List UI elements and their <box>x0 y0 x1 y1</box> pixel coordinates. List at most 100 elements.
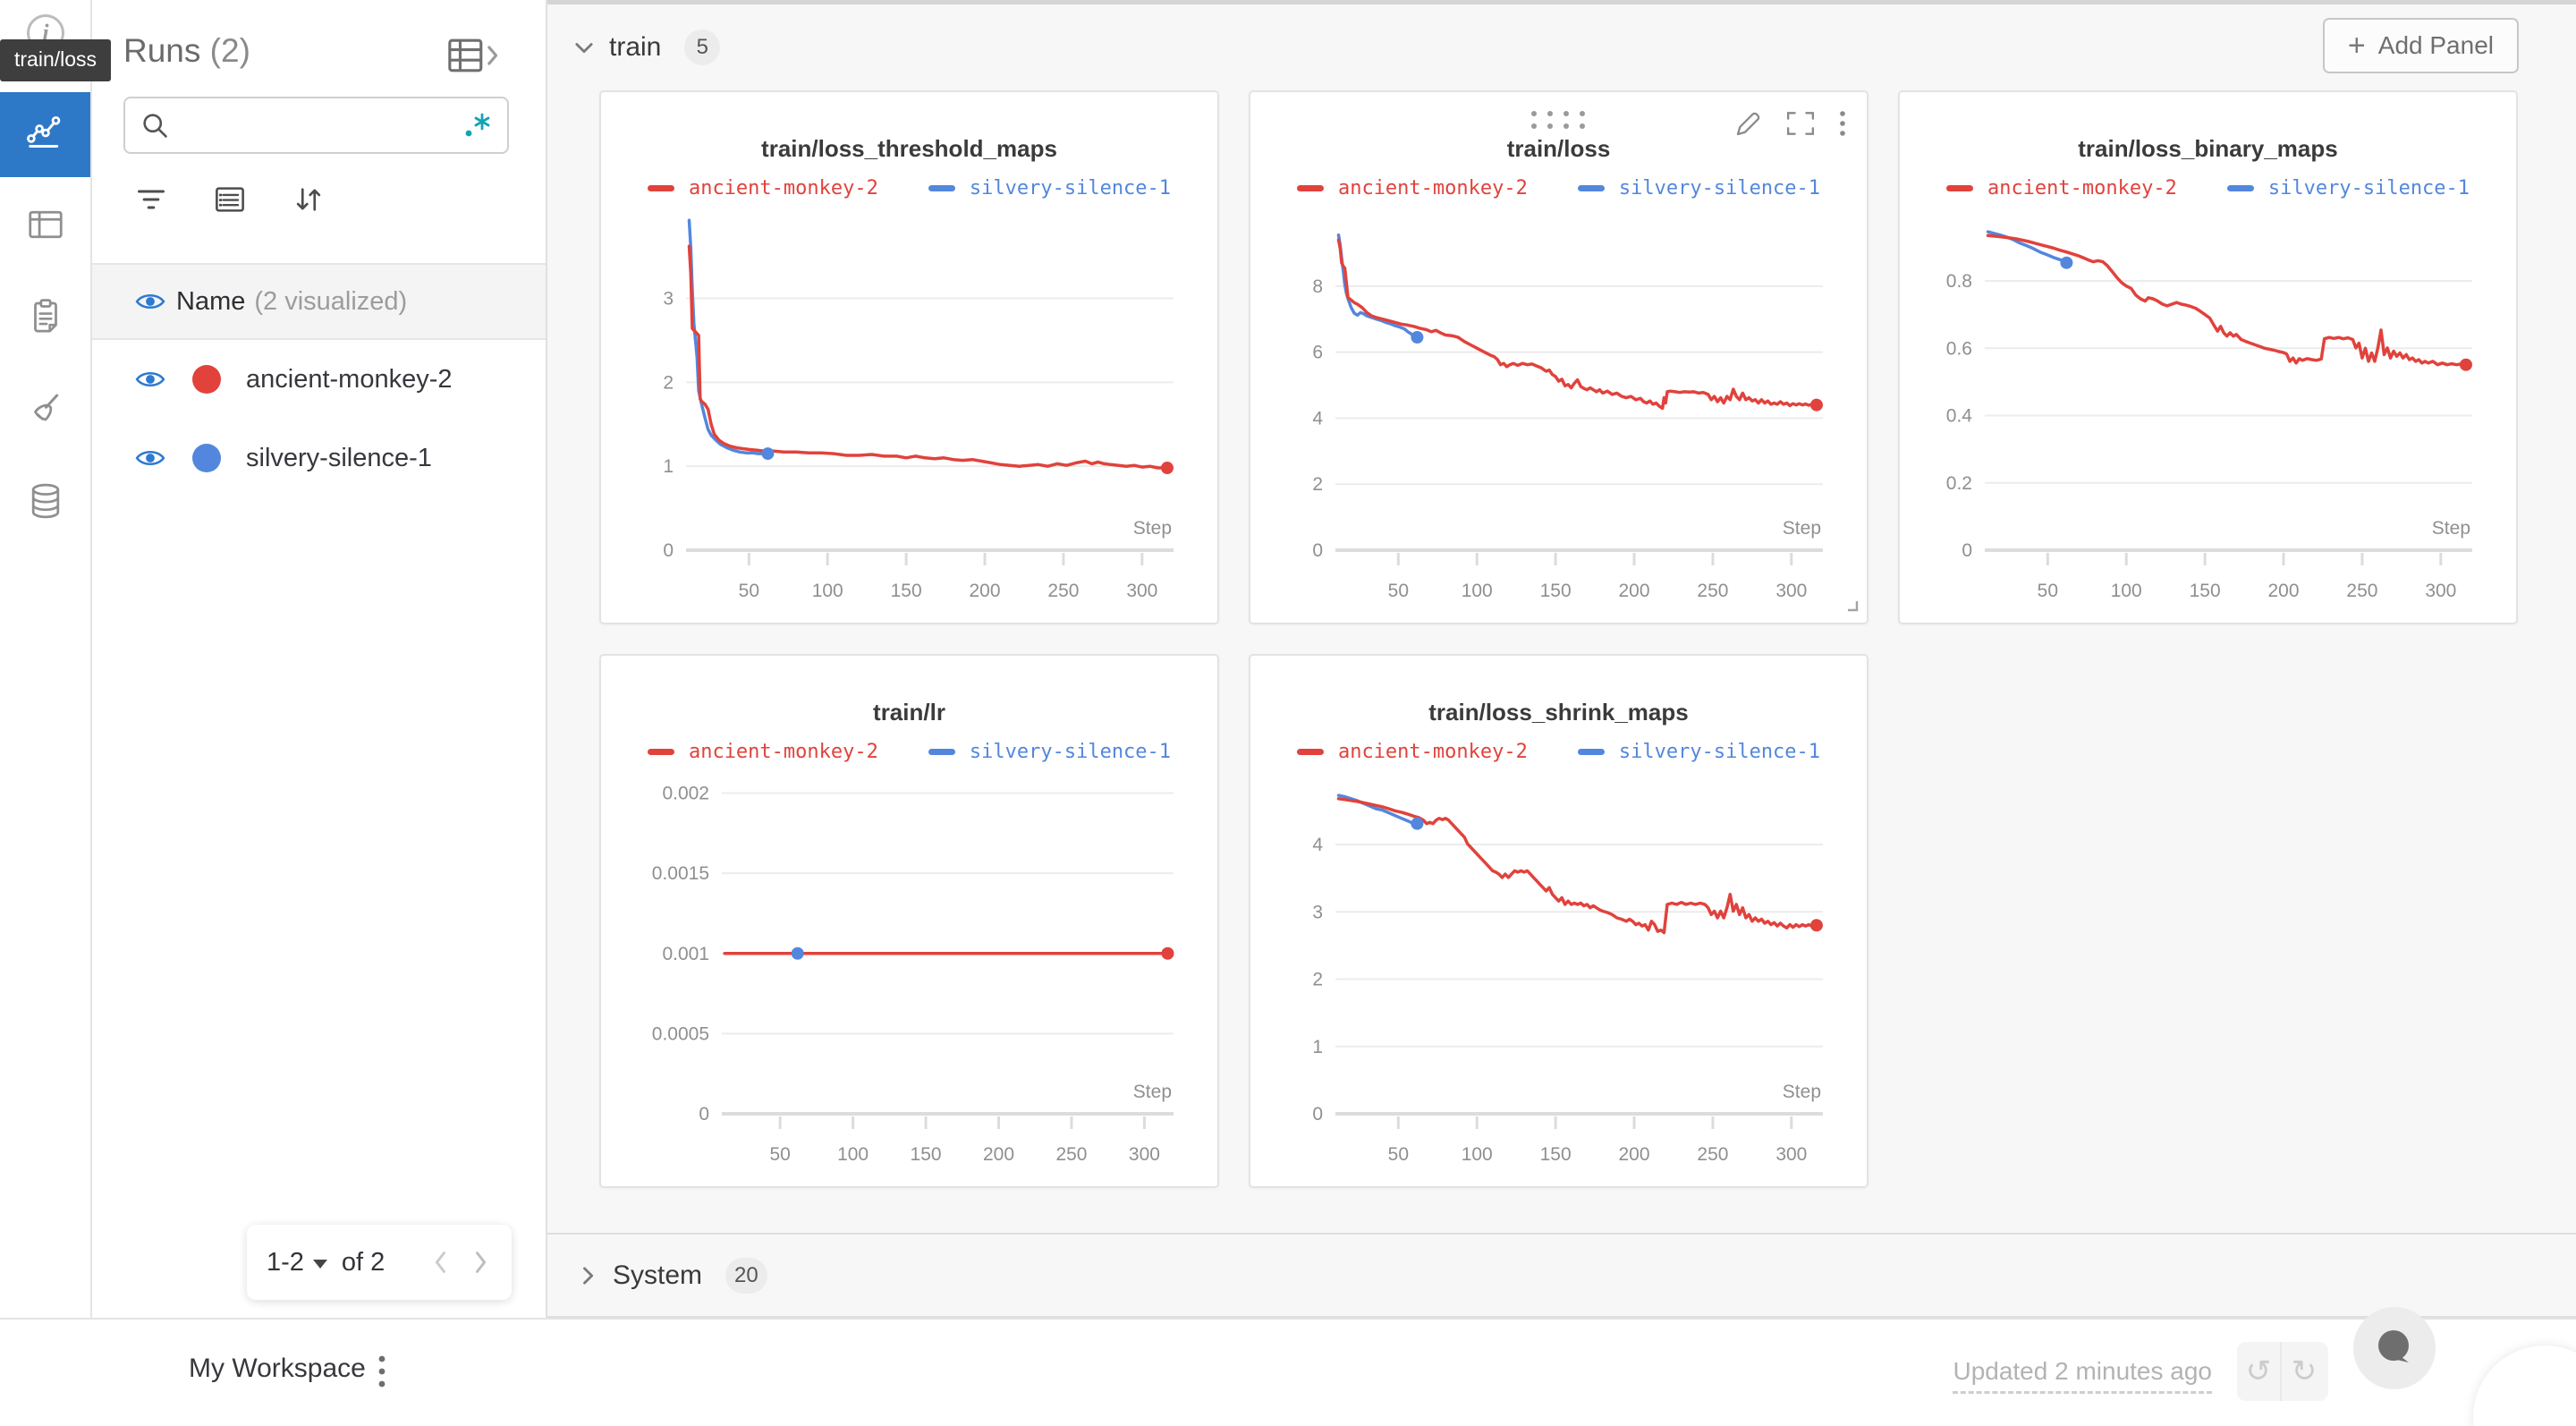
panel-title: train/loss <box>1506 135 1611 162</box>
panel-legend: ancient-monkey-2 silvery-silence-1 <box>1250 741 1867 763</box>
svg-text:250: 250 <box>1697 1144 1728 1165</box>
panel-train-loss-threshold-maps[interactable]: train/loss_threshold_maps ancient-monkey-… <box>599 90 1219 624</box>
svg-text:0: 0 <box>1312 1104 1323 1125</box>
svg-text:2: 2 <box>1312 970 1323 990</box>
legend-run-name: silvery-silence-1 <box>969 741 1172 763</box>
panel-train-loss-shrink-maps[interactable]: train/loss_shrink_maps ancient-monkey-2 si… <box>1249 654 1868 1188</box>
page-range-dropdown[interactable]: 1-2 <box>267 1247 304 1277</box>
footer-bar: My Workspace Updated 2 minutes ago ↺ ↻ <box>0 1307 2576 1426</box>
svg-text:0.0015: 0.0015 <box>652 863 709 884</box>
run-search-input[interactable] <box>181 98 459 152</box>
nav-item-artifacts[interactable] <box>0 461 90 546</box>
run-name-label[interactable]: ancient-monkey-2 <box>246 364 453 394</box>
panel-legend: ancient-monkey-2 silvery-silence-1 <box>601 741 1217 763</box>
panel-legend: ancient-monkey-2 silvery-silence-1 <box>1900 177 2516 199</box>
svg-text:0: 0 <box>1312 540 1323 561</box>
svg-text:250: 250 <box>2346 581 2377 601</box>
add-panel-button[interactable]: + Add Panel <box>2322 18 2519 73</box>
updated-timestamp[interactable]: Updated 2 minutes ago <box>1953 1357 2212 1394</box>
workspace-menu-kebab-icon[interactable] <box>376 1350 388 1397</box>
panel-train-loss[interactable]: train/loss ancient-monkey-2 silvery-silenc… <box>1249 90 1868 624</box>
redo-button[interactable]: ↻ <box>2291 1354 2318 1388</box>
legend-run-name: ancient-monkey-2 <box>1987 177 2177 199</box>
svg-text:50: 50 <box>1388 581 1409 601</box>
runs-sidebar: Runs (2) <box>92 0 547 1318</box>
run-color-dot[interactable] <box>192 444 221 472</box>
run-row-ancient-monkey-2[interactable]: ancient-monkey-2 <box>92 340 546 419</box>
svg-text:100: 100 <box>1462 1144 1493 1165</box>
svg-text:1: 1 <box>1312 1037 1323 1057</box>
svg-text:150: 150 <box>1540 581 1572 601</box>
svg-text:150: 150 <box>891 581 922 601</box>
svg-text:300: 300 <box>1126 581 1157 601</box>
legend-item: ancient-monkey-2 <box>1296 177 1528 199</box>
svg-text:300: 300 <box>1775 1144 1807 1165</box>
chevron-right-icon[interactable] <box>575 1263 600 1288</box>
svg-text:150: 150 <box>911 1144 942 1165</box>
panel-train-lr[interactable]: train/lr ancient-monkey-2 silvery-silence-… <box>599 654 1219 1188</box>
workspace-title[interactable]: My Workspace <box>189 1354 366 1383</box>
nav-item-logs[interactable] <box>0 276 90 361</box>
run-name-label[interactable]: silvery-silence-1 <box>246 443 432 472</box>
panel-title: train/loss_binary_maps <box>2078 135 2338 162</box>
svg-text:50: 50 <box>1388 1144 1409 1165</box>
plus-icon: + <box>2347 28 2366 63</box>
main-content: train 5 + Add Panel train/loss_threshold… <box>547 0 2576 1318</box>
train-section-header: train 5 + Add Panel <box>547 4 2576 90</box>
fullscreen-icon[interactable] <box>1786 110 1815 141</box>
legend-item: silvery-silence-1 <box>1577 741 1820 763</box>
filter-icon[interactable] <box>135 183 167 216</box>
group-list-icon[interactable] <box>214 183 246 216</box>
system-section-header[interactable]: System 20 <box>547 1233 2576 1318</box>
legend-run-name: ancient-monkey-2 <box>1337 741 1528 763</box>
nav-item-sweeps[interactable] <box>0 369 90 454</box>
nav-item-workspace-charts[interactable] <box>0 92 90 177</box>
svg-text:2: 2 <box>1312 474 1323 495</box>
legend-dash-icon <box>1296 185 1324 191</box>
svg-text:3: 3 <box>663 289 674 310</box>
train-loss-binary-maps-chart[interactable]: 0 0.2 0.4 0.6 0.8 50 100 150 200 250 300 Step <box>1900 199 2516 620</box>
panel-train-loss-binary-maps[interactable]: train/loss_binary_maps ancient-monkey-2 si… <box>1898 90 2518 624</box>
train-lr-chart[interactable]: 0 0.0005 0.001 0.0015 0.002 50 100 150 200 250 300… <box>601 763 1217 1184</box>
panel-title: train/loss_shrink_maps <box>1428 699 1689 726</box>
run-visibility-eye-icon[interactable] <box>135 368 165 391</box>
chat-support-button[interactable] <box>2353 1307 2436 1389</box>
svg-text:100: 100 <box>1462 581 1493 601</box>
chevron-down-icon[interactable] <box>572 35 597 60</box>
run-search-box <box>123 97 509 154</box>
edit-panel-pencil-icon[interactable] <box>1734 109 1763 142</box>
svg-text:50: 50 <box>2038 581 2058 601</box>
nav-item-tables[interactable] <box>0 184 90 269</box>
undo-button[interactable]: ↺ <box>2237 1342 2282 1401</box>
run-color-dot[interactable] <box>192 365 221 394</box>
svg-text:3: 3 <box>1312 902 1323 922</box>
prev-page-button[interactable] <box>429 1249 453 1276</box>
train-loss-threshold-maps-chart[interactable]: 0 1 2 3 50 100 150 200 250 300 Step <box>601 199 1217 620</box>
chevron-down-icon[interactable] <box>312 1260 327 1269</box>
svg-text:4: 4 <box>1312 835 1323 855</box>
toggle-all-visibility-eye-icon[interactable] <box>135 290 165 313</box>
section-title[interactable]: train <box>609 32 662 62</box>
train-loss-chart[interactable]: 0 2 4 6 8 50 100 150 200 250 300 Step <box>1250 199 1867 620</box>
undo-redo-group: ↺ ↻ <box>2237 1342 2328 1401</box>
panel-title: train/lr <box>873 699 945 726</box>
train-loss-shrink-maps-chart[interactable]: 0 1 2 3 4 50 100 150 200 250 300 Step <box>1250 763 1867 1184</box>
svg-text:2: 2 <box>663 372 674 393</box>
svg-text:0.0005: 0.0005 <box>652 1023 709 1044</box>
drag-handle-icon[interactable] <box>1523 106 1595 140</box>
run-visibility-eye-icon[interactable] <box>135 446 165 470</box>
svg-text:0: 0 <box>663 540 674 561</box>
legend-dash-icon <box>2226 185 2254 191</box>
run-row-silvery-silence-1[interactable]: silvery-silence-1 <box>92 419 546 497</box>
next-page-button[interactable] <box>469 1249 492 1276</box>
sort-icon[interactable] <box>292 183 325 216</box>
regex-toggle-icon[interactable] <box>459 107 495 143</box>
panel-menu-kebab-icon[interactable] <box>1838 108 1847 143</box>
resize-handle-icon[interactable] <box>1843 597 1860 617</box>
svg-text:300: 300 <box>1775 581 1807 601</box>
svg-text:0.2: 0.2 <box>1946 473 1972 494</box>
section-title[interactable]: System <box>613 1260 703 1290</box>
search-icon <box>140 110 170 140</box>
svg-text:0.002: 0.002 <box>662 784 709 804</box>
expand-runs-table-button[interactable] <box>447 36 501 75</box>
